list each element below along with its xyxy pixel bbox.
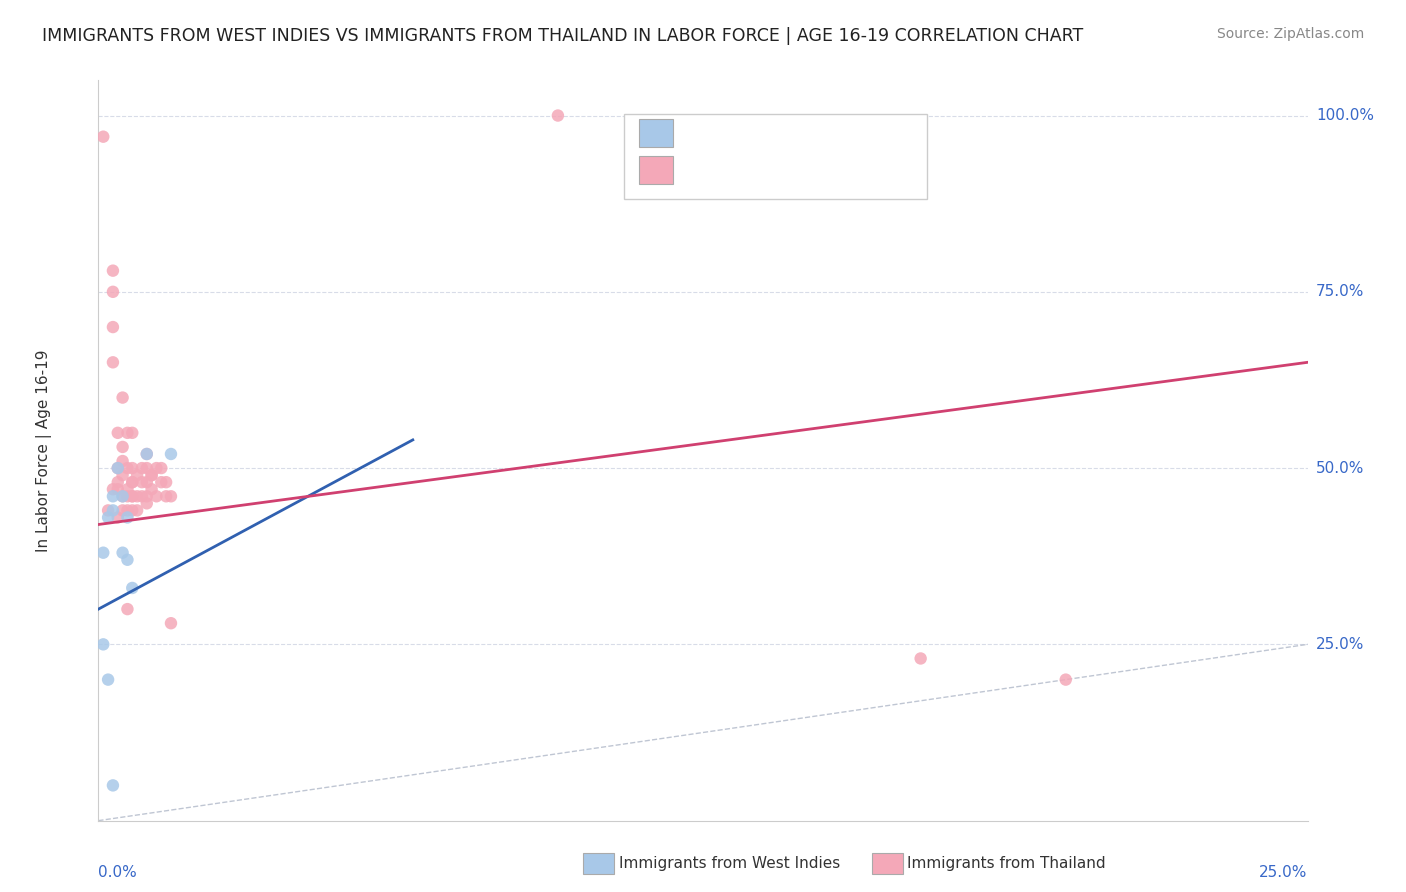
Point bbox=[111, 440, 134, 454]
Point bbox=[155, 489, 177, 503]
Point bbox=[121, 489, 143, 503]
Text: Immigrants from Thailand: Immigrants from Thailand bbox=[907, 856, 1105, 871]
Point bbox=[111, 546, 134, 560]
Point bbox=[101, 778, 124, 792]
Point bbox=[111, 489, 134, 503]
Point bbox=[107, 482, 129, 496]
Text: Source: ZipAtlas.com: Source: ZipAtlas.com bbox=[1216, 27, 1364, 41]
Point bbox=[155, 475, 177, 490]
Point bbox=[111, 391, 134, 405]
Text: 75.0%: 75.0% bbox=[1316, 285, 1364, 300]
Point bbox=[135, 447, 157, 461]
Point bbox=[101, 482, 124, 496]
Point bbox=[131, 475, 153, 490]
Point bbox=[127, 468, 149, 483]
Point bbox=[145, 489, 167, 503]
Point bbox=[111, 468, 134, 483]
Text: 25.0%: 25.0% bbox=[1260, 865, 1308, 880]
FancyBboxPatch shape bbox=[624, 113, 927, 199]
Point bbox=[117, 489, 139, 503]
Point bbox=[160, 489, 183, 503]
Point bbox=[150, 461, 173, 475]
Point bbox=[121, 475, 143, 490]
Point bbox=[101, 320, 124, 334]
Point bbox=[111, 503, 134, 517]
Point bbox=[97, 503, 120, 517]
Point bbox=[141, 482, 163, 496]
Point bbox=[160, 616, 183, 631]
Text: 0.0%: 0.0% bbox=[98, 865, 138, 880]
Point bbox=[107, 461, 129, 475]
Point bbox=[101, 503, 124, 517]
Point bbox=[121, 489, 143, 503]
Point bbox=[91, 637, 114, 651]
Point bbox=[135, 475, 157, 490]
Point bbox=[101, 489, 124, 503]
Text: 100.0%: 100.0% bbox=[1316, 108, 1374, 123]
Point bbox=[111, 454, 134, 468]
Text: 50.0%: 50.0% bbox=[1316, 460, 1364, 475]
Point bbox=[107, 425, 129, 440]
Point bbox=[141, 468, 163, 483]
Point bbox=[121, 425, 143, 440]
Point bbox=[101, 285, 124, 299]
Text: In Labor Force | Age 16-19: In Labor Force | Age 16-19 bbox=[37, 349, 52, 552]
Point bbox=[127, 489, 149, 503]
Point bbox=[547, 109, 569, 123]
Point bbox=[111, 489, 134, 503]
Point bbox=[150, 475, 173, 490]
Point bbox=[910, 651, 932, 665]
Point bbox=[131, 489, 153, 503]
Point bbox=[117, 425, 139, 440]
Point bbox=[135, 489, 157, 503]
Point bbox=[135, 461, 157, 475]
Point bbox=[101, 263, 124, 277]
Point bbox=[117, 602, 139, 616]
Text: 25.0%: 25.0% bbox=[1316, 637, 1364, 652]
Text: Immigrants from West Indies: Immigrants from West Indies bbox=[619, 856, 839, 871]
Point bbox=[91, 129, 114, 144]
Point bbox=[121, 581, 143, 595]
Point bbox=[141, 468, 163, 483]
Point bbox=[121, 475, 143, 490]
Text: IMMIGRANTS FROM WEST INDIES VS IMMIGRANTS FROM THAILAND IN LABOR FORCE | AGE 16-: IMMIGRANTS FROM WEST INDIES VS IMMIGRANT… bbox=[42, 27, 1084, 45]
Point bbox=[107, 510, 129, 524]
Point bbox=[117, 482, 139, 496]
Point bbox=[117, 461, 139, 475]
Point bbox=[101, 355, 124, 369]
Point bbox=[121, 461, 143, 475]
Point bbox=[127, 503, 149, 517]
Text: R = 0.356   N = 15: R = 0.356 N = 15 bbox=[690, 121, 862, 139]
Point bbox=[107, 461, 129, 475]
Point bbox=[135, 496, 157, 510]
Point bbox=[97, 510, 120, 524]
Point bbox=[91, 546, 114, 560]
Text: R = 0.220   N = 56: R = 0.220 N = 56 bbox=[690, 158, 862, 176]
FancyBboxPatch shape bbox=[638, 156, 673, 184]
Point bbox=[117, 553, 139, 567]
Point bbox=[117, 503, 139, 517]
Point bbox=[97, 673, 120, 687]
FancyBboxPatch shape bbox=[638, 119, 673, 147]
Point bbox=[145, 461, 167, 475]
Point bbox=[131, 461, 153, 475]
Point bbox=[107, 475, 129, 490]
Point bbox=[117, 510, 139, 524]
Point bbox=[121, 503, 143, 517]
Point bbox=[1054, 673, 1077, 687]
Point bbox=[160, 447, 183, 461]
Point bbox=[135, 447, 157, 461]
